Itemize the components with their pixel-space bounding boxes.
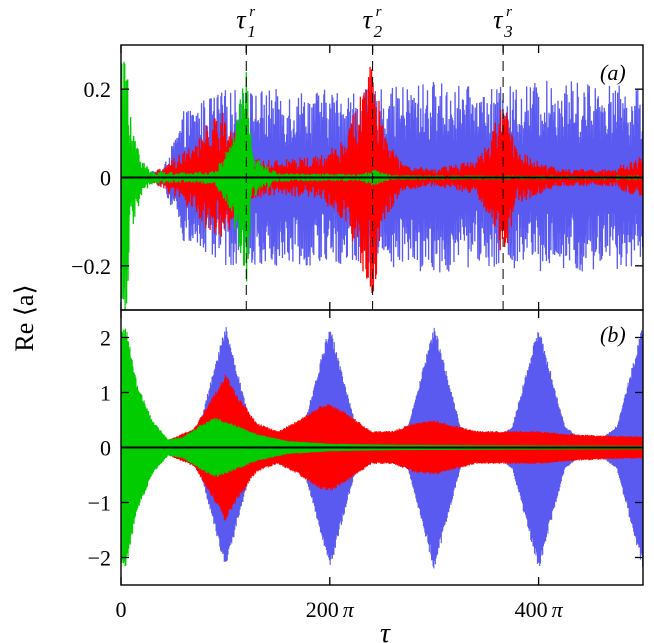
panel-a-ticks: −0.2 0 0.2: [71, 45, 643, 310]
panel-a-series-layer: [121, 61, 643, 310]
y-tick-label: −0.2: [71, 254, 111, 279]
y-tick-label: −1: [88, 491, 111, 516]
y-tick-label: 0: [100, 436, 111, 461]
y-tick-label: 0: [100, 166, 111, 191]
x-tick-label: 400 π: [515, 597, 564, 622]
top-marker-sub: 3: [503, 22, 513, 41]
y-tick-label: −2: [88, 546, 111, 571]
x-tick-label: 0: [116, 597, 127, 622]
y-tick-label: 1: [100, 381, 111, 406]
y-tick-label: 2: [100, 326, 111, 351]
top-marker-sub: 2: [374, 22, 383, 41]
top-marker-label: τ: [236, 5, 247, 34]
top-marker-sup: r: [249, 4, 255, 20]
top-marker-sub: 1: [247, 22, 256, 41]
top-marker-sup: r: [506, 4, 512, 20]
panel-a: −0.2 0 0.2 (a): [71, 44, 644, 311]
panel-a-label: (a): [600, 60, 626, 85]
top-marker-label: τ: [493, 5, 504, 34]
x-axis-label: τ: [380, 618, 391, 643]
panel-b: −2 −1 0 1 2 0 200 π 400 π (b): [88, 309, 644, 622]
panel-b-label: (b): [600, 322, 626, 347]
x-tick-label: 200 π: [306, 597, 355, 622]
top-marker-sup: r: [376, 4, 382, 20]
y-tick-label: 0.2: [84, 77, 112, 102]
panel-b-ticks: −2 −1 0 1 2 0 200 π 400 π: [88, 310, 643, 622]
y-axis-label: Re ⟨a⟩: [10, 284, 39, 351]
top-marker-label: τ: [363, 5, 374, 34]
top-markers: τ r1 τ r2 τ r3: [236, 4, 513, 53]
